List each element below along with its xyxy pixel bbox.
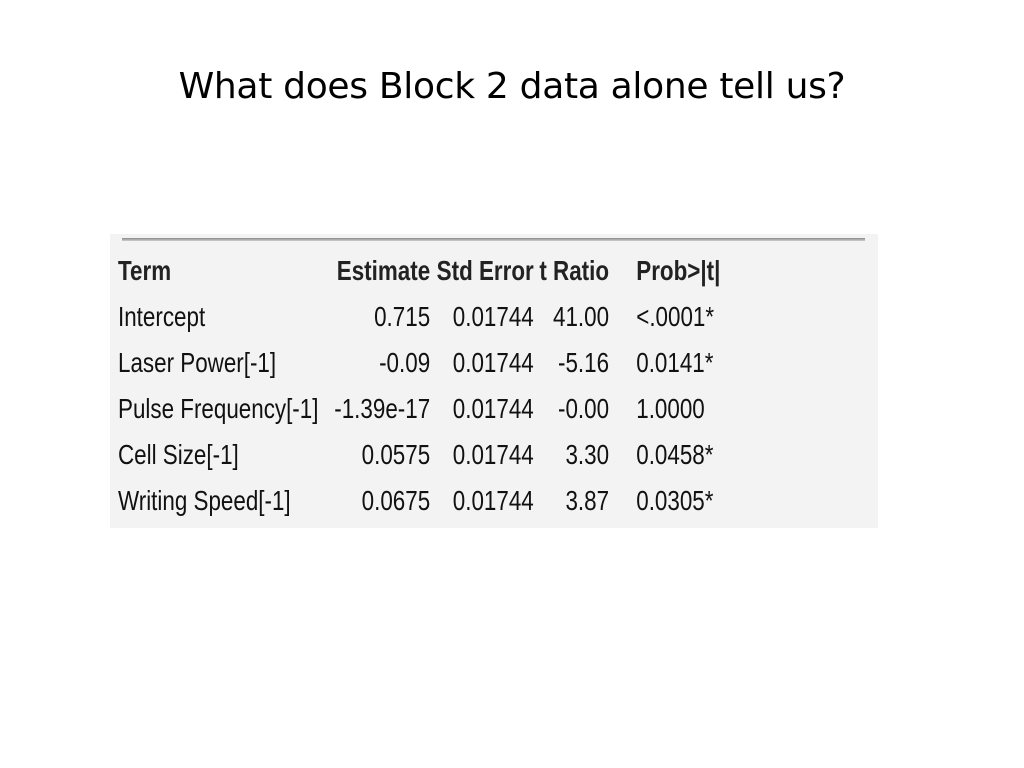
table-row: Laser Power[-1] -0.09 0.01744 -5.16 0.01… xyxy=(118,340,726,386)
cell-std-error: 0.01744 xyxy=(452,301,534,332)
cell-t-ratio: -0.00 xyxy=(557,393,610,424)
header-std-error: Std Error xyxy=(436,255,534,286)
cell-term: Intercept xyxy=(118,301,206,332)
cell-estimate: 0.0675 xyxy=(361,485,431,516)
cell-std-error: 0.01744 xyxy=(452,393,534,424)
cell-std-error: 0.01744 xyxy=(452,439,534,470)
table-row: Cell Size[-1] 0.0575 0.01744 3.30 0.0458… xyxy=(118,432,726,478)
table-header-row: Term Estimate Std Error t Ratio Prob>|t| xyxy=(118,248,726,294)
cell-term: Writing Speed[-1] xyxy=(118,485,291,516)
table-top-rule xyxy=(122,238,865,241)
table-row: Intercept 0.715 0.01744 41.00 <.0001* xyxy=(118,294,726,340)
slide-title: What does Block 2 data alone tell us? xyxy=(178,66,846,107)
table-row: Pulse Frequency[-1] -1.39e-17 0.01744 -0… xyxy=(118,386,726,432)
parameter-estimates-panel: Term Estimate Std Error t Ratio Prob>|t|… xyxy=(110,234,878,528)
cell-estimate: 0.0575 xyxy=(361,439,431,470)
cell-estimate: 0.715 xyxy=(374,301,431,332)
cell-t-ratio: 3.87 xyxy=(565,485,610,516)
header-prob: Prob>|t| xyxy=(636,255,721,286)
cell-term: Cell Size[-1] xyxy=(118,439,239,470)
cell-t-ratio: -5.16 xyxy=(557,347,610,378)
cell-prob: <.0001* xyxy=(636,301,715,332)
cell-estimate: -0.09 xyxy=(379,347,431,378)
cell-prob: 0.0458* xyxy=(636,439,714,470)
header-estimate: Estimate xyxy=(336,255,431,286)
cell-std-error: 0.01744 xyxy=(452,347,534,378)
cell-estimate: -1.39e-17 xyxy=(334,393,431,424)
header-t-ratio: t Ratio xyxy=(539,255,610,286)
table-row: Writing Speed[-1] 0.0675 0.01744 3.87 0.… xyxy=(118,478,726,524)
cell-prob: 0.0305* xyxy=(636,485,714,516)
parameter-estimates-table: Term Estimate Std Error t Ratio Prob>|t|… xyxy=(118,248,726,524)
cell-std-error: 0.01744 xyxy=(452,485,534,516)
cell-prob: 1.0000 xyxy=(636,393,705,424)
cell-t-ratio: 3.30 xyxy=(565,439,610,470)
cell-term: Laser Power[-1] xyxy=(118,347,277,378)
cell-t-ratio: 41.00 xyxy=(552,301,610,332)
header-term: Term xyxy=(118,255,172,286)
cell-term: Pulse Frequency[-1] xyxy=(118,393,319,424)
cell-prob: 0.0141* xyxy=(636,347,714,378)
